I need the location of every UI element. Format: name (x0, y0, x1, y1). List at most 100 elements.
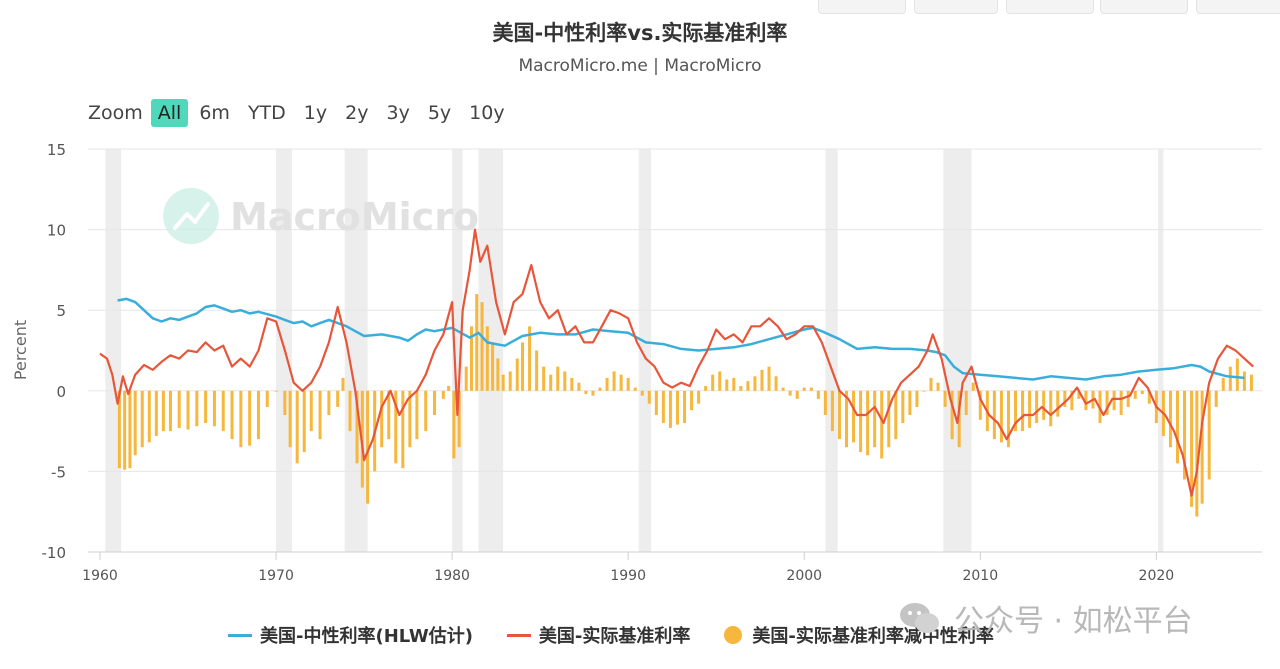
diff-bar-2 (128, 390, 132, 469)
diff-bar-99 (816, 390, 820, 399)
diff-bar-25 (309, 390, 313, 432)
zoom-all-button[interactable]: All (150, 99, 189, 127)
diff-bar-103 (844, 390, 848, 448)
diff-bar-109 (887, 390, 891, 448)
zoom-10y-button[interactable]: 10y (469, 102, 505, 124)
zoom-bar: Zoom All 6m YTD 1y 2y 3y 5y 10y (88, 99, 516, 127)
diff-bar-127 (1014, 390, 1018, 432)
zoom-ytd-button[interactable]: YTD (247, 102, 286, 124)
diff-bar-71 (619, 374, 623, 391)
neutral-rate-line (117, 297, 1245, 381)
zoom-2y-button[interactable]: 2y (345, 102, 369, 124)
x-tick-label: 1970 (258, 568, 294, 584)
diff-bar-3 (133, 390, 137, 456)
recession-band-0 (105, 149, 122, 552)
toolbar-button-1[interactable] (818, 0, 906, 14)
diff-bar-158 (1228, 366, 1232, 391)
diff-bar-6 (154, 390, 158, 436)
diff-bar-106 (866, 390, 870, 456)
y-axis-label: Percent (11, 320, 30, 380)
diff-bar-88 (739, 385, 743, 391)
diff-bar-18 (256, 390, 260, 440)
y-tick-label: -10 (42, 544, 67, 562)
diff-bar-48 (469, 326, 473, 391)
diff-bar-50 (480, 302, 484, 391)
recession-band-3 (452, 149, 463, 552)
macromicro-logo-chart-icon (173, 202, 210, 230)
chart-title: 美国-中性利率vs.实际基准利率 (492, 21, 788, 45)
diff-bar-46 (457, 390, 461, 448)
diff-bar-21 (283, 390, 287, 415)
diff-bar-111 (901, 390, 905, 424)
zoom-3y-button[interactable]: 3y (386, 102, 410, 124)
diff-bar-13 (212, 390, 216, 427)
diff-bar-20 (274, 390, 278, 392)
toolbar-button-2[interactable] (914, 0, 998, 14)
diff-bar-8 (168, 390, 172, 432)
diff-bar-27 (327, 390, 331, 415)
diff-bar-121 (971, 382, 975, 391)
series-lines (99, 228, 1254, 497)
x-tick-label: 2010 (962, 568, 998, 584)
y-tick-label: -5 (51, 463, 66, 481)
diff-bar-70 (612, 371, 616, 391)
legend-label-real: 美国-实际基准利率 (538, 626, 691, 647)
toolbar-button-5[interactable] (1196, 0, 1280, 14)
diff-bar-54 (501, 374, 505, 391)
diff-bar-85 (718, 371, 722, 391)
diff-bar-142 (1119, 390, 1123, 415)
diff-bar-145 (1140, 390, 1144, 395)
diff-bar-149 (1168, 390, 1172, 448)
zoom-5y-button[interactable]: 5y (427, 102, 452, 124)
diff-bar-90 (753, 376, 757, 391)
diff-bar-98 (809, 387, 813, 391)
diff-bar-52 (491, 342, 495, 391)
zoom-6m-button[interactable]: 6m (199, 102, 230, 124)
diff-bar-143 (1126, 390, 1130, 407)
diff-bar-108 (880, 390, 884, 459)
diff-bar-7 (161, 390, 165, 432)
diff-bar-137 (1084, 390, 1088, 411)
diff-bar-153 (1195, 390, 1199, 517)
diff-bar-59 (535, 350, 539, 391)
toolbar-button-3[interactable] (1006, 0, 1094, 14)
diff-bar-55 (508, 371, 512, 391)
diff-bar-94 (781, 387, 785, 391)
zoom-1y-button[interactable]: 1y (303, 102, 328, 124)
diff-bar-124 (992, 390, 996, 440)
diff-bar-83 (704, 385, 708, 391)
x-tick-label: 1980 (434, 568, 470, 584)
diff-bar-79 (675, 390, 679, 425)
diff-bar-110 (894, 390, 898, 440)
diff-bar-5 (147, 390, 151, 443)
diff-bar-81 (690, 390, 694, 411)
diff-bar-93 (774, 376, 778, 391)
legend-item-real[interactable]: 美国-实际基准利率 (506, 622, 691, 648)
diff-bar-42 (433, 390, 437, 415)
diff-bar-51 (485, 326, 489, 391)
diff-bar-35 (380, 390, 384, 448)
legend-swatch-diff (724, 626, 743, 644)
x-tick-label: 1990 (610, 568, 646, 584)
diff-bar-146 (1147, 390, 1151, 404)
toolbar-button-4[interactable] (1100, 0, 1188, 14)
recession-band-6 (825, 149, 838, 552)
diff-bar-53 (496, 358, 500, 391)
legend-item-neutral[interactable]: 美国-中性利率(HLW估计) (228, 622, 473, 648)
wechat-icon (900, 603, 939, 633)
chart-subtitle: MacroMicro.me | MacroMicro (518, 56, 762, 76)
diff-bar-118 (950, 390, 954, 440)
diff-bar-66 (584, 390, 588, 395)
diff-bar-41 (424, 390, 428, 432)
diff-bar-77 (661, 390, 665, 424)
diff-bar-96 (795, 390, 799, 399)
diff-bar-62 (556, 366, 560, 391)
diff-bar-78 (668, 390, 672, 428)
diff-bar-95 (788, 390, 792, 396)
diff-bar-65 (577, 382, 581, 391)
diff-bar-102 (837, 390, 841, 440)
diff-bar-133 (1056, 390, 1060, 417)
diff-bar-19 (265, 390, 269, 407)
diff-bar-144 (1133, 390, 1137, 399)
